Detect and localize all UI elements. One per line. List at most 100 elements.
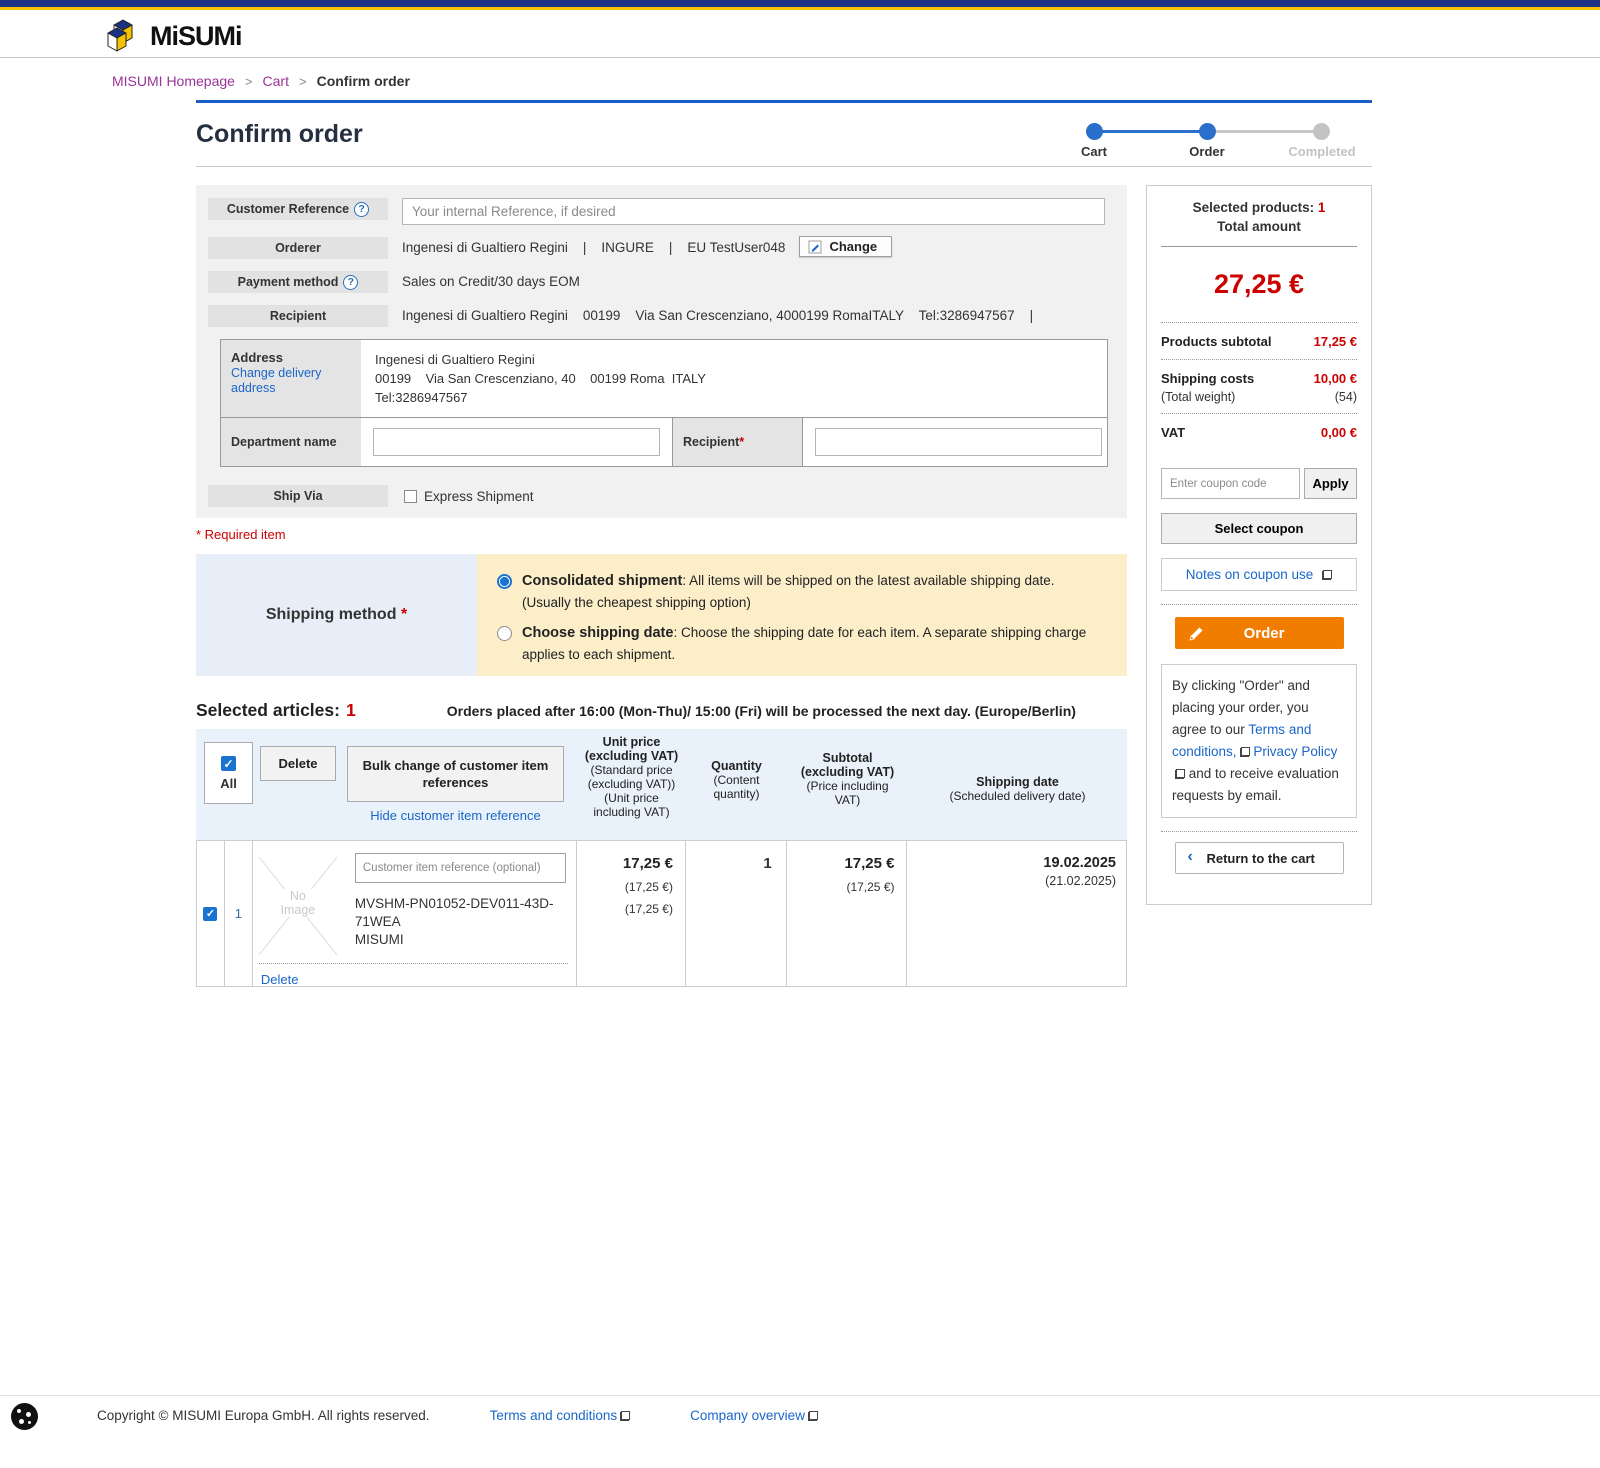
row-checkbox[interactable]: ✓ [203,906,218,921]
footer-company-link[interactable]: Company overview [690,1408,805,1423]
selected-articles-count: 1 [345,700,356,720]
breadcrumb: MISUMI Homepage > Cart > Confirm order [112,73,410,89]
terms-notice: By clicking "Order" and placing your ord… [1161,664,1357,818]
customer-reference-label: Customer Reference ? [208,198,388,220]
item-divider [258,963,569,964]
notes-on-coupon-link[interactable]: Notes on coupon use [1185,567,1314,582]
address-line3: Tel:3286947567 [375,390,468,405]
required-asterisk: * [739,435,745,449]
consolidated-shipment-option: Consolidated shipment: All items will be… [497,570,1107,613]
footer-terms-link[interactable]: Terms and conditions [489,1408,618,1423]
payment-method-row: Payment method ? Sales on Credit/30 days… [208,271,1115,293]
select-all-box: ✓ All [204,742,253,804]
apply-coupon-button[interactable]: Apply [1304,468,1357,499]
summary-dotted-divider [1161,604,1357,605]
customer-reference-row: Customer Reference ? [208,198,1115,225]
payment-method-value: Sales on Credit/30 days EOM [402,274,580,289]
no-image-placeholder: No Image [258,857,337,955]
subtotal-incl-vat: (17,25 €) [846,880,895,894]
required-asterisk: * [400,606,408,623]
unit-price-cell: 17,25 € (17,25 €) (17,25 €) [577,841,686,986]
privacy-policy-link[interactable]: Privacy Policy [1253,744,1338,759]
pen-icon [1188,627,1202,641]
order-summary-sidebar: Selected products: 1 Total amount 27,25 … [1146,185,1372,905]
order-button[interactable]: Order [1174,617,1344,649]
step-label-completed: Completed [1288,144,1356,159]
step-label-cart: Cart [1080,144,1108,159]
top-yellow-bar [0,7,1600,10]
vat-row: VAT 0,00 € [1161,425,1357,440]
breadcrumb-separator: > [298,73,307,89]
step-label-order: Order [1189,144,1225,159]
express-shipment-checkbox[interactable] [404,489,417,503]
footer-content: Copyright © MISUMI Europa GmbH. All righ… [97,1408,818,1423]
delete-item-link[interactable]: Delete [260,972,299,987]
select-all-label: All [220,775,237,791]
item-cell: No Image MVSHM-PN01052-DEV011-43D-71WEA … [253,841,578,987]
shipping-method-section: Shipping method * Consolidated shipment:… [196,554,1127,676]
column-subtotal: Subtotal (excluding VAT) (Price includin… [800,751,895,807]
breadcrumb-homepage[interactable]: MISUMI Homepage [112,73,235,89]
shipping-costs-row: Shipping costs 10,00 € [1161,371,1357,386]
address-top: Address Change delivery address Ingenesi… [221,340,1107,417]
select-all-checkbox[interactable]: ✓ [221,755,236,771]
row-checkbox-cell: ✓ [197,841,225,986]
page-title: Confirm order [196,120,363,148]
address-value: Ingenesi di Gualtiero Regini 00199 Via S… [361,340,720,417]
recipient-value: Ingenesi di Gualtiero Regini 00199 Via S… [402,308,1034,323]
choose-shipping-date-radio[interactable] [497,626,512,641]
recipient-input-cell [803,418,1114,466]
breadcrumb-underline [196,100,1372,103]
hide-customer-item-reference-link[interactable]: Hide customer item reference [370,808,541,823]
ship-via-row: Ship Via Express Shipment [208,485,1115,507]
payment-method-label: Payment method ? [208,271,388,293]
articles-table-header: ✓ All Delete Bulk change of customer ite… [196,729,1127,840]
consolidated-shipment-radio[interactable] [497,574,512,589]
products-subtotal-row: Products subtotal 17,25 € [1161,334,1357,349]
change-delivery-address-link[interactable]: Change delivery address [231,366,322,395]
column-unit-price: Unit price (excluding VAT) (Standard pri… [584,735,679,819]
external-link-icon [1322,569,1333,580]
help-icon[interactable]: ? [343,274,359,290]
department-name-input[interactable] [373,428,660,456]
misumi-logo[interactable]: MiSUMi [104,19,242,53]
breadcrumb-current: Confirm order [316,73,410,89]
orderer-value: Ingenesi di Gualtiero Regini | INGURE | … [402,240,786,255]
summary-dotted-divider [1161,413,1357,414]
select-coupon-button[interactable]: Select coupon [1161,513,1357,544]
recipient-row: Recipient Ingenesi di Gualtiero Regini 0… [208,305,1115,327]
order-form-panel: Customer Reference ? Orderer Ingenesi di… [196,185,1127,518]
summary-divider [1161,246,1357,247]
cookie-consent-icon[interactable] [11,1403,38,1430]
delete-selected-button[interactable]: Delete [260,746,336,781]
article-row: ✓ 1 No Image MVSHM-PN01052-DEV011-43D-71… [196,840,1127,987]
coupon-row: Apply [1161,468,1357,499]
unit-price: 17,25 € [622,855,673,872]
shipping-date: 19.02.2025 [1043,855,1116,871]
row-number: 1 [225,841,253,986]
recipient-label: Recipient [208,305,388,327]
breadcrumb-cart[interactable]: Cart [262,73,289,89]
selected-articles-header: Selected articles: 1 Orders placed after… [196,700,1127,721]
external-link-icon [1239,747,1250,757]
department-input-cell [361,418,673,466]
orderer-label: Orderer [208,237,388,259]
coupon-code-input[interactable] [1161,468,1300,499]
quantity-cell: 1 [686,841,787,986]
external-link-icon [1175,769,1185,779]
orderer-row: Orderer Ingenesi di Gualtiero Regini | I… [208,236,1115,259]
recipient-name-input[interactable] [815,428,1102,456]
step-dot-order [1199,123,1216,140]
help-icon[interactable]: ? [354,201,370,217]
terms-and-conditions-link[interactable]: Terms and conditions, [1172,722,1312,759]
return-to-cart-button[interactable]: ‹ Return to the cart [1174,842,1344,874]
address-label-cell: Address Change delivery address [221,340,361,417]
customer-reference-input[interactable] [402,198,1105,225]
change-orderer-button[interactable]: Change [799,236,893,257]
shipping-method-label: Shipping method * [196,554,477,676]
subtotal: 17,25 € [844,855,895,872]
bulk-change-button[interactable]: Bulk change of customer item references [347,746,564,802]
processing-notice: Orders placed after 16:00 (Mon-Thu)/ 15:… [446,703,1076,719]
customer-item-reference-input[interactable] [354,853,566,883]
choose-shipping-date-option: Choose shipping date: Choose the shippin… [497,622,1107,665]
